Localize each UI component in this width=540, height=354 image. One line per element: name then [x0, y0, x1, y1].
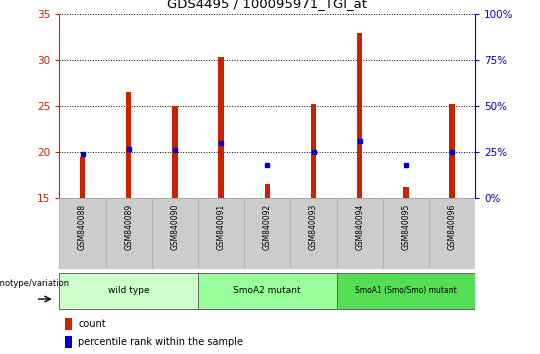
Bar [449, 104, 455, 198]
Text: GSM840093: GSM840093 [309, 204, 318, 250]
Bar [244, 198, 291, 269]
Bar [357, 33, 362, 198]
Text: GSM840090: GSM840090 [171, 204, 179, 250]
Bar [218, 57, 224, 198]
Bar [106, 198, 152, 269]
Bar [383, 198, 429, 269]
Text: percentile rank within the sample: percentile rank within the sample [78, 337, 243, 347]
Text: SmoA2 mutant: SmoA2 mutant [233, 286, 301, 295]
Text: count: count [78, 319, 106, 329]
Bar [80, 157, 85, 198]
Bar [126, 92, 131, 198]
Text: GSM840095: GSM840095 [401, 204, 410, 250]
Bar [198, 198, 244, 269]
Bar [65, 318, 72, 330]
Text: GSM840089: GSM840089 [124, 204, 133, 250]
Bar [59, 273, 198, 309]
Bar [265, 184, 270, 198]
Bar [429, 198, 475, 269]
Text: GSM840094: GSM840094 [355, 204, 364, 250]
Bar [291, 198, 336, 269]
Bar [59, 198, 105, 269]
Text: GSM840092: GSM840092 [263, 204, 272, 250]
Text: GSM840091: GSM840091 [217, 204, 226, 250]
Bar [172, 106, 178, 198]
Text: GSM840096: GSM840096 [448, 204, 457, 250]
Bar [152, 198, 198, 269]
Bar [198, 273, 336, 309]
Bar [403, 187, 409, 198]
Text: GSM840088: GSM840088 [78, 204, 87, 250]
Bar [65, 337, 72, 348]
Text: wild type: wild type [108, 286, 150, 295]
Bar [336, 198, 383, 269]
Text: SmoA1 (Smo/Smo) mutant: SmoA1 (Smo/Smo) mutant [355, 286, 457, 295]
Bar [336, 273, 475, 309]
Text: genotype/variation: genotype/variation [0, 279, 70, 289]
Title: GDS4495 / 100095971_TGI_at: GDS4495 / 100095971_TGI_at [167, 0, 367, 10]
Bar [310, 104, 316, 198]
